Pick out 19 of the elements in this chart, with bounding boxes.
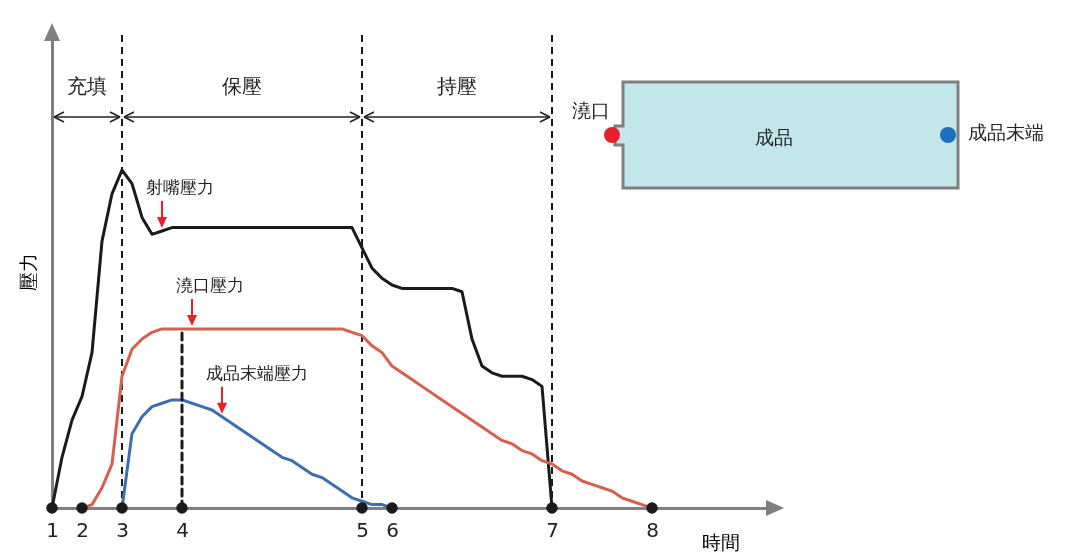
x-tick-label: 8 [646, 517, 659, 542]
x-tick-label: 7 [546, 517, 559, 542]
x-tick-label: 2 [76, 517, 89, 542]
text: 保壓 [222, 74, 262, 98]
x-tick-label: 4 [176, 517, 189, 542]
x-tick-label: 6 [386, 517, 399, 542]
series-label: 成品末端壓力 [206, 362, 308, 383]
text: 充填 [67, 74, 107, 98]
series-label: 射嘴壓力 [146, 176, 214, 197]
x-tick-label: 1 [46, 517, 59, 542]
y-axis-title: 壓力 [16, 253, 39, 291]
text: 成品 [755, 125, 793, 150]
x-axis-title: 時間 [701, 530, 740, 553]
series-label: 澆口壓力 [176, 274, 244, 295]
x-tick-label: 5 [356, 517, 369, 542]
text: 成品末端 [968, 120, 1044, 145]
x-tick-label: 3 [116, 517, 129, 542]
text: 澆口 [572, 98, 610, 123]
text: 持壓 [437, 74, 477, 98]
